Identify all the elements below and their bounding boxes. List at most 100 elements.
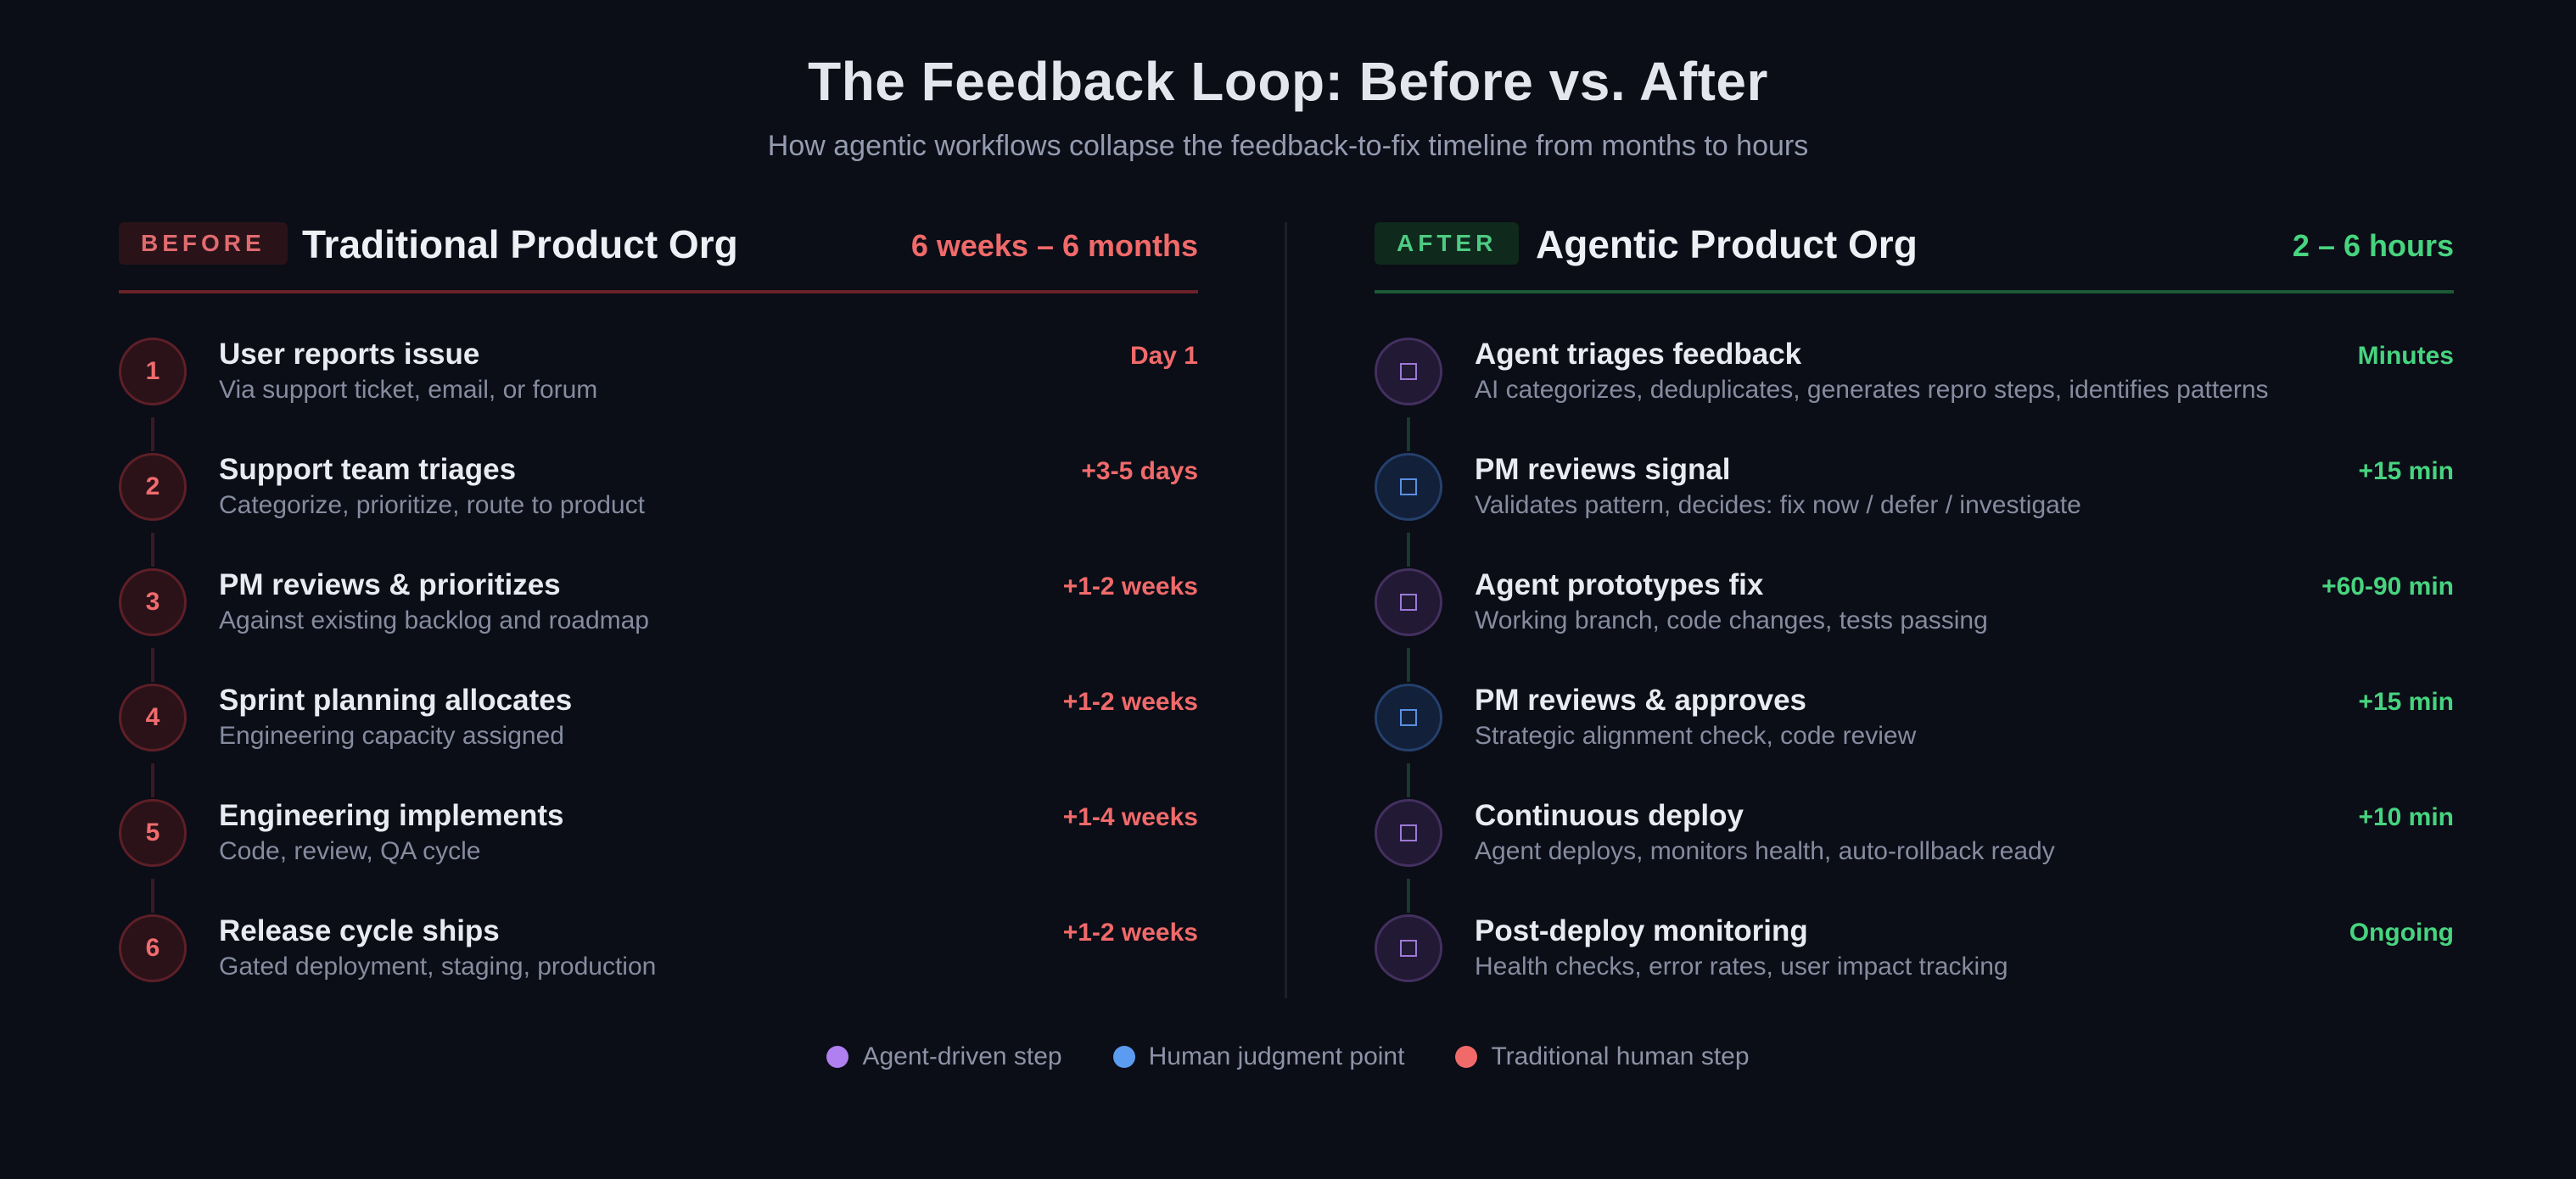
step-description: Strategic alignment check, code review bbox=[1475, 722, 1917, 750]
step-connector bbox=[1407, 763, 1410, 797]
step-connector bbox=[1407, 533, 1410, 567]
step-title: Support team triages bbox=[219, 453, 517, 486]
legend-label: Human judgment point bbox=[1148, 1042, 1405, 1070]
before-header: BEFORE Traditional Product Org 6 weeks –… bbox=[119, 222, 1198, 293]
traditional-dot-icon bbox=[1455, 1046, 1478, 1068]
step-description: Via support ticket, email, or forum bbox=[219, 376, 598, 404]
legend-item-human: Human judgment point bbox=[1112, 1038, 1405, 1076]
step-time: Minutes bbox=[2357, 342, 2454, 370]
human-step-badge bbox=[1375, 684, 1442, 752]
step-description: Agent deploys, monitors health, auto-rol… bbox=[1475, 837, 2055, 865]
before-step: 1 User reports issue Via support ticket, … bbox=[119, 336, 1198, 451]
after-header: AFTER Agentic Product Org 2 – 6 hours bbox=[1375, 222, 2454, 293]
step-connector bbox=[151, 648, 154, 682]
legend-item-agent: Agent-driven step bbox=[826, 1038, 1062, 1076]
before-steps: 1 User reports issue Via support ticket, … bbox=[119, 336, 1198, 1028]
step-number-badge: 4 bbox=[119, 684, 187, 752]
step-description: Against existing backlog and roadmap bbox=[219, 606, 649, 634]
step-time: +1-2 weeks bbox=[1062, 688, 1198, 716]
before-step: 4 Sprint planning allocates Engineering c… bbox=[119, 682, 1198, 797]
square-icon bbox=[1400, 363, 1417, 380]
square-icon bbox=[1400, 478, 1417, 495]
square-icon bbox=[1400, 594, 1417, 611]
step-title: Continuous deploy bbox=[1475, 799, 1744, 832]
step-number-badge: 1 bbox=[119, 338, 187, 405]
before-duration: 6 weeks – 6 months bbox=[910, 228, 1198, 263]
step-time: +60-90 min bbox=[2321, 573, 2454, 601]
step-time: +15 min bbox=[2358, 457, 2454, 485]
step-description: AI categorizes, deduplicates, generates … bbox=[1475, 376, 2269, 404]
after-step: Post-deploy monitoring Health checks, err… bbox=[1375, 913, 2454, 1028]
step-description: Validates pattern, decides: fix now / de… bbox=[1475, 491, 2081, 519]
before-header-rule bbox=[119, 290, 1198, 293]
step-connector bbox=[1407, 417, 1410, 451]
step-title: Agent triages feedback bbox=[1475, 338, 1802, 371]
step-description: Code, review, QA cycle bbox=[219, 837, 481, 865]
after-duration: 2 – 6 hours bbox=[2292, 228, 2454, 263]
step-time: +15 min bbox=[2358, 688, 2454, 716]
agent-dot-icon bbox=[826, 1046, 849, 1068]
after-column: AFTER Agentic Product Org 2 – 6 hours Ag… bbox=[1375, 222, 2454, 1028]
after-step: PM reviews & approves Strategic alignment… bbox=[1375, 682, 2454, 797]
square-icon bbox=[1400, 824, 1417, 841]
step-connector bbox=[151, 763, 154, 797]
step-description: Gated deployment, staging, production bbox=[219, 953, 657, 981]
step-time: +3-5 days bbox=[1081, 457, 1198, 485]
after-step: Agent prototypes fix Working branch, code… bbox=[1375, 567, 2454, 682]
agent-step-badge bbox=[1375, 338, 1442, 405]
step-time: +10 min bbox=[2358, 803, 2454, 831]
before-step: 5 Engineering implements Code, review, QA… bbox=[119, 797, 1198, 913]
before-tag: BEFORE bbox=[119, 222, 288, 265]
after-step: Continuous deploy Agent deploys, monitors… bbox=[1375, 797, 2454, 913]
step-time: Ongoing bbox=[2349, 919, 2454, 947]
step-description: Engineering capacity assigned bbox=[219, 722, 564, 750]
step-number-badge: 2 bbox=[119, 453, 187, 521]
square-icon bbox=[1400, 940, 1417, 957]
step-time: +1-2 weeks bbox=[1062, 573, 1198, 601]
page-subtitle: How agentic workflows collapse the feedb… bbox=[767, 130, 1809, 162]
step-title: Post-deploy monitoring bbox=[1475, 914, 1808, 947]
step-description: Categorize, prioritize, route to product bbox=[219, 491, 645, 519]
step-title: Release cycle ships bbox=[219, 914, 500, 947]
before-step: 2 Support team triages Categorize, priori… bbox=[119, 451, 1198, 567]
after-step: Agent triages feedback AI categorizes, de… bbox=[1375, 336, 2454, 451]
step-number-badge: 3 bbox=[119, 568, 187, 636]
step-number-badge: 6 bbox=[119, 914, 187, 982]
legend-item-traditional: Traditional human step bbox=[1455, 1038, 1750, 1076]
step-title: Agent prototypes fix bbox=[1475, 568, 1764, 601]
agent-step-badge bbox=[1375, 799, 1442, 867]
after-header-rule bbox=[1375, 290, 2454, 293]
after-title: Agentic Product Org bbox=[1536, 222, 1918, 266]
before-step: 6 Release cycle ships Gated deployment, s… bbox=[119, 913, 1198, 1028]
step-title: Engineering implements bbox=[219, 799, 564, 832]
step-title: Sprint planning allocates bbox=[219, 684, 573, 717]
step-description: Working branch, code changes, tests pass… bbox=[1475, 606, 1988, 634]
square-icon bbox=[1400, 709, 1417, 726]
step-title: PM reviews & prioritizes bbox=[219, 568, 561, 601]
human-step-badge bbox=[1375, 453, 1442, 521]
legend-label: Agent-driven step bbox=[862, 1042, 1062, 1070]
page-title: The Feedback Loop: Before vs. After bbox=[808, 51, 1768, 112]
after-steps: Agent triages feedback AI categorizes, de… bbox=[1375, 336, 2454, 1028]
step-title: PM reviews & approves bbox=[1475, 684, 1806, 717]
step-connector bbox=[151, 533, 154, 567]
before-column: BEFORE Traditional Product Org 6 weeks –… bbox=[119, 222, 1198, 1028]
header: The Feedback Loop: Before vs. After How … bbox=[0, 47, 2576, 165]
step-time: +1-2 weeks bbox=[1062, 919, 1198, 947]
step-connector bbox=[1407, 879, 1410, 913]
step-connector bbox=[151, 879, 154, 913]
human-dot-icon bbox=[1112, 1046, 1135, 1068]
step-number-badge: 5 bbox=[119, 799, 187, 867]
step-connector bbox=[1407, 648, 1410, 682]
before-step: 3 PM reviews & prioritizes Against existi… bbox=[119, 567, 1198, 682]
step-time: +1-4 weeks bbox=[1062, 803, 1198, 831]
after-tag: AFTER bbox=[1375, 222, 1520, 265]
step-title: User reports issue bbox=[219, 338, 480, 371]
step-description: Health checks, error rates, user impact … bbox=[1475, 953, 2008, 981]
step-connector bbox=[151, 417, 154, 451]
step-time: Day 1 bbox=[1129, 342, 1198, 370]
after-step: PM reviews signal Validates pattern, deci… bbox=[1375, 451, 2454, 567]
agent-step-badge bbox=[1375, 568, 1442, 636]
before-title: Traditional Product Org bbox=[302, 222, 738, 266]
